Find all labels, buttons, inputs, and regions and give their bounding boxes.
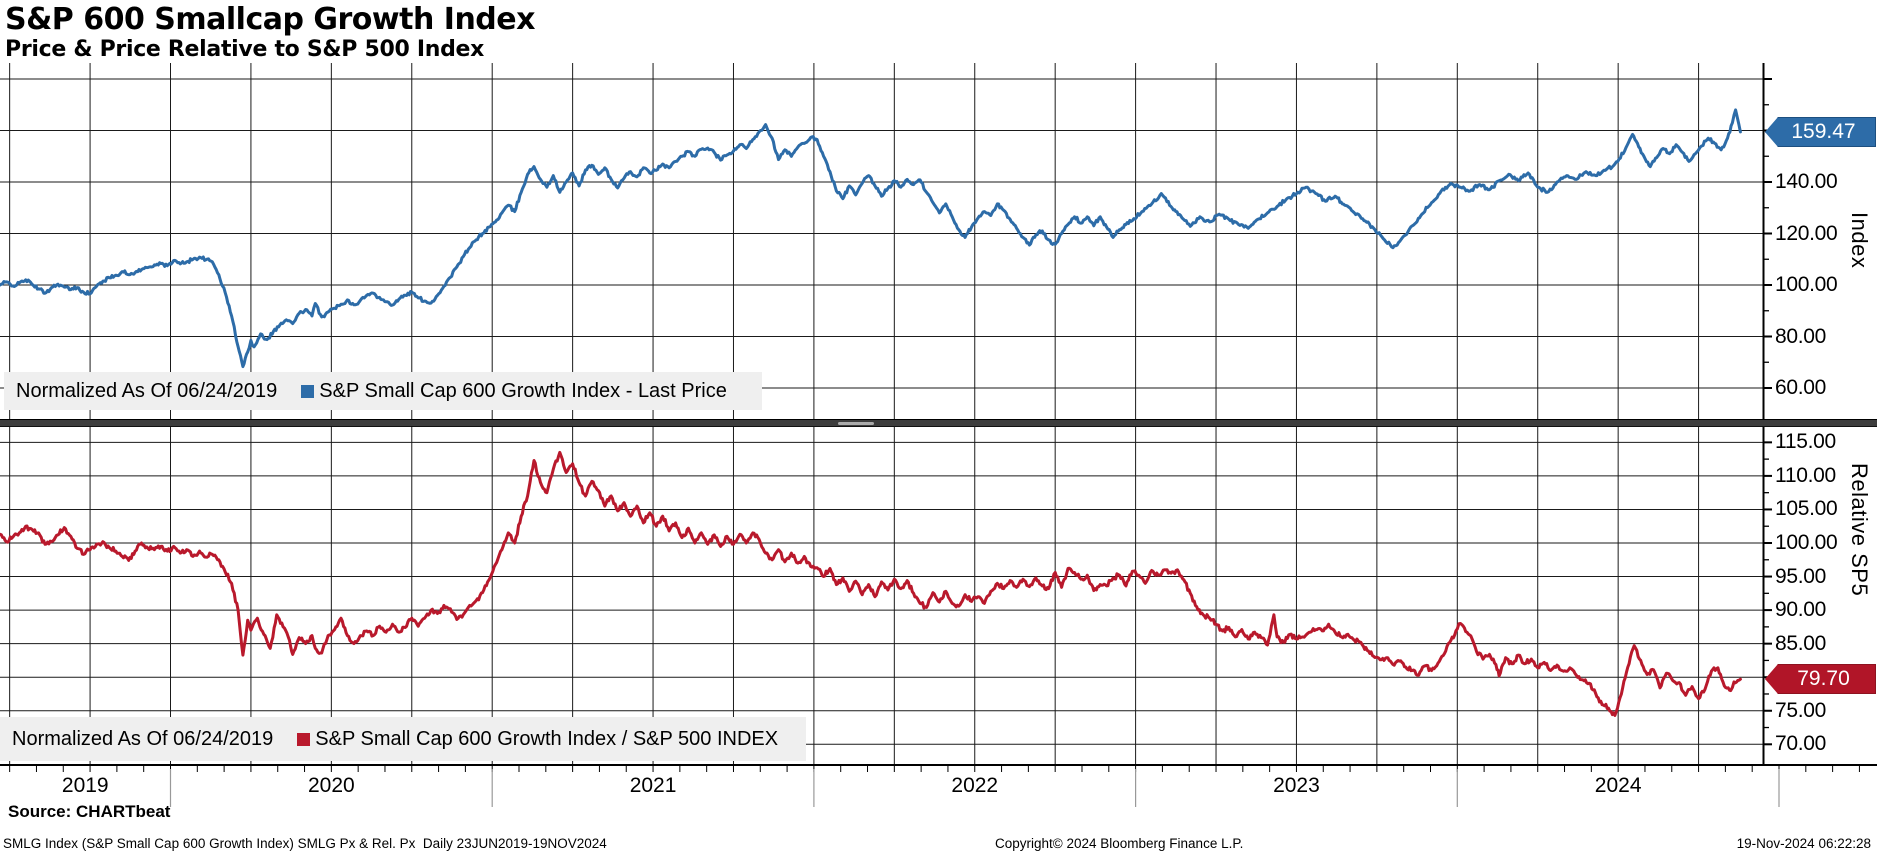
bottom-panel-grid <box>0 427 1772 765</box>
top-panel-grid <box>0 63 1772 419</box>
bottom-series-line <box>0 450 1742 717</box>
bottom-legend-series-label: S&P Small Cap 600 Growth Index / S&P 500… <box>315 727 779 750</box>
x-axis <box>0 764 1877 807</box>
relative-series-swatch-icon <box>297 732 311 746</box>
x-year-label: 2019 <box>61 774 109 797</box>
bottom-y-tick-label: 105.00 <box>1775 497 1838 521</box>
top-legend: Normalized As Of 06/24/2019 S&P Small Ca… <box>4 372 762 410</box>
bottom-legend-normalized-label: Normalized As Of 06/24/2019 <box>12 727 274 750</box>
x-year-label: 2023 <box>1273 774 1320 797</box>
bottom-y-tick-label: 75.00 <box>1775 698 1827 722</box>
source-label: Source: CHARTbeat <box>8 802 171 821</box>
x-year-label: 2024 <box>1594 774 1642 797</box>
x-year-label: 2020 <box>307 774 355 797</box>
bottom-y-tick-label: 70.00 <box>1775 732 1827 756</box>
top-y-tick-label: 60.00 <box>1775 376 1827 399</box>
bottom-y-tick-label: 115.00 <box>1775 430 1836 454</box>
top-series-line <box>0 108 1742 369</box>
bottom-y-tick-label: 85.00 <box>1775 631 1827 655</box>
page-subtitle: Price & Price Relative to S&P 500 Index <box>5 37 485 62</box>
x-year-label: 2022 <box>951 774 999 797</box>
panel-separator[interactable] <box>0 419 1877 427</box>
bottom-y-tick-label: 100.00 <box>1775 531 1838 554</box>
footer-timestamp: 19-Nov-2024 06:22:28 <box>1736 836 1871 851</box>
bottom-legend: Normalized As Of 06/24/2019 S&P Small Ca… <box>0 717 806 761</box>
footer-description: SMLG Index (S&P Small Cap 600 Growth Ind… <box>3 836 607 851</box>
x-year-label: 2021 <box>629 774 677 797</box>
top-y-axis-title: Index <box>1847 211 1872 269</box>
price-last-value-label: 159.47 <box>1765 117 1876 147</box>
top-y-tick-label: 100.00 <box>1775 273 1838 296</box>
bottom-y-tick-label: 95.00 <box>1775 564 1827 588</box>
top-legend-normalized-label: Normalized As Of 06/24/2019 <box>16 379 278 402</box>
panel-separator-handle-icon[interactable] <box>838 422 874 425</box>
bottom-y-tick-label: 90.00 <box>1775 598 1827 622</box>
footer-copyright: Copyright© 2024 Bloomberg Finance L.P. <box>995 836 1244 851</box>
bottom-y-tick-label: 110.00 <box>1775 463 1836 487</box>
bottom-y-axis-title: Relative SP5 <box>1847 463 1872 597</box>
top-y-tick-label: 140.00 <box>1775 170 1838 193</box>
price-series-swatch-icon <box>301 384 315 398</box>
top-y-tick-label: 120.00 <box>1775 221 1838 245</box>
page-title: S&P 600 Smallcap Growth Index <box>5 2 535 37</box>
top-legend-series-label: S&P Small Cap 600 Growth Index - Last Pr… <box>319 379 727 402</box>
relative-last-value-label: 79.70 <box>1765 664 1876 694</box>
top-y-tick-label: 80.00 <box>1775 324 1827 348</box>
